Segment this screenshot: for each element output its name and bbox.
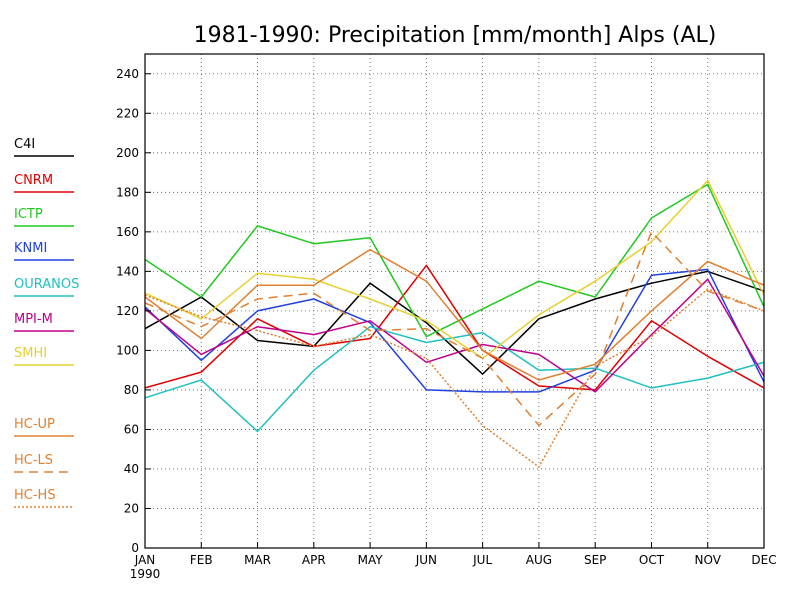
legend-label-smhi: SMHI <box>14 346 47 361</box>
x-tick-label: APR <box>302 553 326 567</box>
x-tick-year-label: 1990 <box>130 567 161 581</box>
y-tick-label: 100 <box>116 343 139 357</box>
series-line-mpi-m <box>144 278 765 393</box>
legend-label-knmi: KNMI <box>14 241 47 256</box>
legend: C4I CNRM ICTP KNMI OURANOS MPI-M SMHI HC-UP HC-L… <box>14 137 79 508</box>
y-tick-label: 140 <box>116 264 139 278</box>
x-tick-label: JUN <box>415 553 437 567</box>
legend-label-ouranos: OURANOS <box>14 277 79 292</box>
y-tick-label: 240 <box>116 67 139 81</box>
series-lines <box>144 179 765 468</box>
x-tick-label: JUL <box>472 553 492 567</box>
y-tick-label: 160 <box>116 225 139 239</box>
y-tick-label: 0 <box>131 541 139 555</box>
x-tick-label: JAN <box>134 553 156 567</box>
series-line-hc-hs <box>144 288 765 468</box>
x-tick-label: FEB <box>190 553 213 567</box>
y-tick-label: 120 <box>116 304 139 318</box>
plot-frame <box>144 53 765 549</box>
legend-label-cnrm: CNRM <box>14 173 53 188</box>
x-tick-label: MAY <box>358 553 384 567</box>
x-tick-label: DEC <box>751 553 776 567</box>
y-tick-label: 200 <box>116 146 139 160</box>
legend-label-mpi-m: MPI-M <box>14 312 53 327</box>
grid-lines <box>145 54 764 548</box>
series-line-ouranos <box>144 325 765 433</box>
series-line-smhi <box>144 179 765 360</box>
series-line-hc-ls <box>144 231 765 427</box>
y-tick-label: 40 <box>124 462 139 476</box>
series-line-ictp <box>144 183 765 338</box>
chart-title: 1981-1990: Precipitation [mm/month] Alps… <box>194 23 717 48</box>
legend-label-ictp: ICTP <box>14 207 43 222</box>
x-tick-label: NOV <box>695 553 722 567</box>
legend-label-hc-ls: HC-LS <box>14 453 53 468</box>
axis-ticks: 0 20 40 60 80 100 120 140 160 180 200 220 240 JAN FEB M… <box>116 67 777 581</box>
legend-label-hc-hs: HC-HS <box>14 488 56 503</box>
x-tick-label: MAR <box>244 553 271 567</box>
y-tick-label: 20 <box>124 501 139 515</box>
series-line-knmi <box>144 268 765 393</box>
legend-label-hc-up: HC-UP <box>14 417 55 432</box>
y-tick-label: 80 <box>124 383 139 397</box>
y-tick-label: 220 <box>116 106 139 120</box>
y-tick-label: 180 <box>116 185 139 199</box>
series-line-c4i <box>144 270 765 375</box>
legend-label-c4i: C4I <box>14 137 35 152</box>
x-tick-label: AUG <box>526 553 552 567</box>
x-tick-label: OCT <box>639 553 665 567</box>
y-tick-label: 60 <box>124 422 139 436</box>
x-tick-label: SEP <box>584 553 606 567</box>
series-line-hc-up <box>144 248 765 381</box>
